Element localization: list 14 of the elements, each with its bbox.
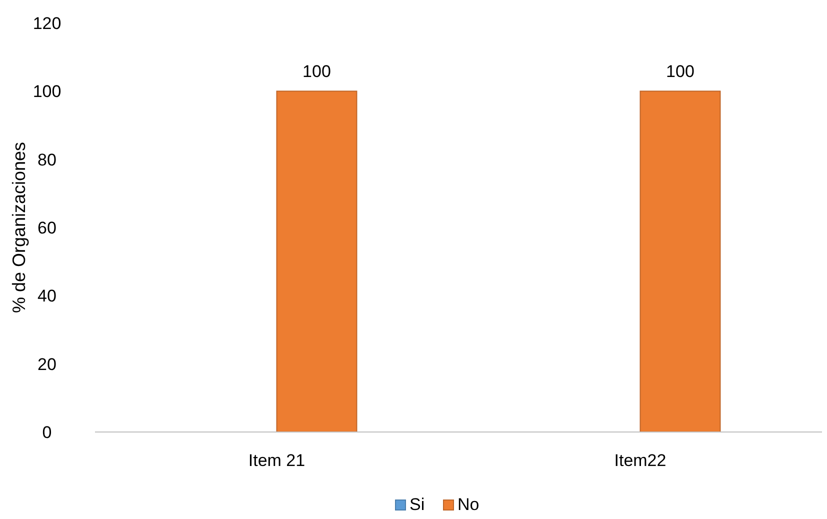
data-label: 100 (302, 62, 331, 82)
legend-label: Si (410, 495, 425, 514)
y-tick-label: 20 (38, 354, 56, 374)
y-axis-title: % de Organizaciones (9, 142, 29, 314)
x-tick-label: Item 21 (248, 451, 306, 470)
y-tick-label: 40 (38, 286, 56, 306)
y-tick-label: 0 (42, 422, 52, 442)
y-tick-label: 120 (32, 14, 62, 33)
y-tick-label: 60 (38, 218, 56, 238)
y-tick-label: 100 (32, 82, 62, 102)
x-tick-label: Item22 (614, 451, 666, 470)
y-tick-label: 80 (38, 150, 56, 170)
legend-label: No (458, 495, 480, 514)
data-label: 100 (666, 62, 694, 82)
